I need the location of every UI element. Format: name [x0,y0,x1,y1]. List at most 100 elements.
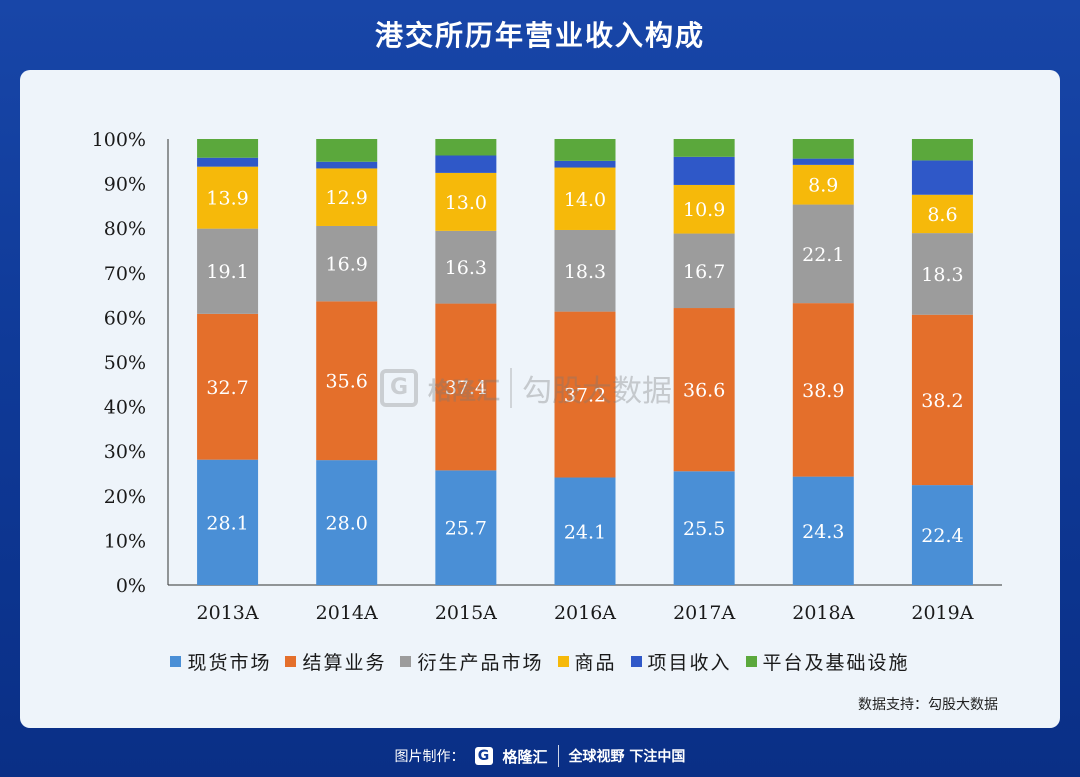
footer-made-by: 图片制作： [394,749,465,765]
x-tick-label: 2013A [197,602,259,624]
legend-item: 结算业务 [285,648,386,675]
chart-title: 港交所历年营业收入构成 [374,19,705,52]
y-tick-label: 20% [104,486,146,508]
legend-label: 现货市场 [187,652,272,674]
bar-segment [316,139,378,162]
bar-segment [673,139,735,157]
data-label: 16.7 [683,261,725,283]
footer-slogan: 全球视野 下注中国 [568,749,686,765]
legend-item: 项目收入 [630,648,732,675]
legend-swatch [745,656,757,667]
bar-segment [792,158,854,165]
data-label: 35.6 [326,371,368,393]
bar-segment [911,160,973,195]
data-label: 22.1 [802,244,844,266]
legend-label: 项目收入 [647,652,732,674]
x-tick-label: 2019A [911,602,973,624]
data-label: 28.1 [206,512,248,534]
bar-segment [197,459,259,585]
data-label: 8.6 [927,204,957,226]
data-label: 28.0 [326,513,368,535]
data-label: 16.9 [326,254,368,276]
data-label: 19.1 [206,261,248,283]
bar-segment [316,301,378,461]
chart-panel: 0% 10% 20% 30% 40% 50% 60% 70% 80% 90% 100% 28.1 32.… [20,70,1060,728]
legend-swatch [400,656,412,667]
data-label: 14.0 [564,189,606,211]
data-label: 10.9 [683,199,725,221]
bar-segment [197,139,259,158]
bar-segment [673,184,735,234]
footer: 图片制作： G 格隆汇 全球视野 下注中国 [0,742,1080,770]
bar-segment [554,160,616,168]
data-label: 36.6 [683,380,725,402]
footer-brand: 格隆汇 [502,747,548,766]
bar-segment [792,476,854,585]
y-tick-label: 30% [104,441,146,463]
bar-segment [554,477,616,585]
footer-divider [557,745,559,767]
x-tick-label: 2015A [435,602,497,624]
data-label: 8.9 [808,175,838,197]
data-label: 13.9 [206,188,248,210]
bar-segment [435,470,497,585]
bar-segment [792,303,854,477]
bar-segment [792,139,854,159]
data-label: 12.9 [326,187,368,209]
chart-legend: 现货市场 结算业务 衍生产品市场 商品 项目收入 平台及基础设施 [20,648,1060,675]
bar-segment [911,194,973,234]
y-tick-label: 100% [92,129,146,151]
legend-label: 衍生产品市场 [417,652,544,674]
bar-segment [911,485,973,585]
bar-segment [435,139,497,156]
data-label: 25.7 [445,518,487,540]
bar-segment [554,139,616,161]
bar-segment [911,233,973,315]
y-tick-label: 50% [104,352,146,374]
data-label: 18.3 [564,261,606,283]
legend-swatch [630,656,642,667]
legend-swatch [557,656,569,667]
bar-segment [554,311,616,478]
data-label: 16.3 [445,257,487,279]
y-tick-label: 0% [116,575,146,597]
bar-segment [435,155,497,173]
x-tick-label: 2017A [673,602,735,624]
bar-segment [435,172,497,231]
bar-segment [673,471,735,585]
legend-label: 商品 [574,652,617,674]
y-tick-label: 80% [104,218,146,240]
bar-segment [197,166,259,229]
data-label: 22.4 [921,525,963,547]
bar-segment [792,204,854,304]
legend-swatch [170,656,182,667]
legend-swatch [285,656,297,667]
bar-segment [316,168,378,226]
data-label: 32.7 [206,377,248,399]
y-tick-label: 70% [104,263,146,285]
legend-item: 平台及基础设施 [745,648,910,675]
bar-segment [673,233,735,309]
data-label: 37.2 [564,385,606,407]
bar-segment [197,228,259,314]
legend-item: 商品 [557,648,617,675]
data-label: 18.3 [921,264,963,286]
data-label: 37.4 [445,377,487,399]
bar-segment [911,314,973,486]
data-label: 13.0 [445,192,487,214]
data-label: 24.1 [564,521,606,543]
bar-segment [673,156,735,185]
data-label: 38.9 [802,380,844,402]
x-tick-label: 2018A [792,602,854,624]
stacked-bar-chart: 0% 10% 20% 30% 40% 50% 60% 70% 80% 90% 100% 28.1 32.… [92,129,1002,624]
y-tick-label: 90% [104,174,146,196]
bar-segment [435,303,497,471]
bar-segment [197,157,259,167]
bar-segment [316,460,378,585]
bar-segment [792,164,854,205]
legend-item: 衍生产品市场 [400,648,543,675]
bar-segment [673,308,735,472]
legend-item: 现货市场 [170,648,271,675]
legend-label: 结算业务 [302,652,387,674]
bar-segment [435,230,497,304]
